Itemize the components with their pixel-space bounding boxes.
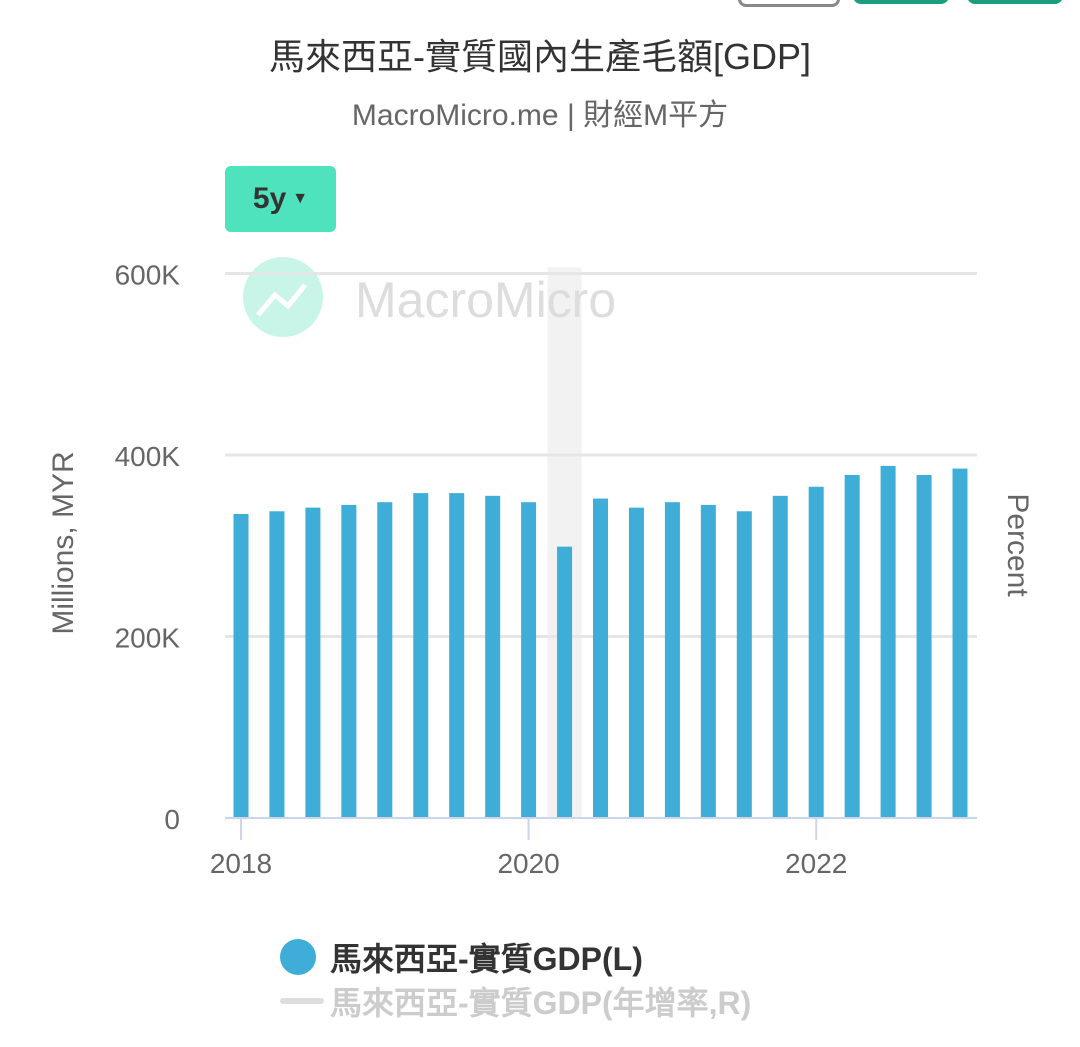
bar-chart: MacroMicro 0 200K 400K 600K 2018 2020 2022 Milli… bbox=[47, 257, 1034, 879]
bar-2022Q2 bbox=[844, 474, 860, 818]
x-tick-label: 2020 bbox=[497, 848, 559, 879]
bar-2020Q3 bbox=[593, 498, 608, 818]
caret-down-icon: ▼ bbox=[292, 190, 309, 207]
y-tick-label: 400K bbox=[115, 441, 181, 472]
y-tick-label: 0 bbox=[164, 804, 180, 835]
x-tick-label: 2022 bbox=[785, 848, 847, 879]
legend-dot-icon bbox=[280, 939, 316, 975]
bar-2019Q4 bbox=[485, 495, 501, 818]
bar-2019Q2 bbox=[413, 493, 429, 818]
bar-2018Q2 bbox=[269, 511, 285, 818]
bar-2022Q4 bbox=[916, 474, 932, 818]
bar-2018Q3 bbox=[305, 507, 321, 818]
bar-2021Q3 bbox=[736, 511, 752, 818]
bar-2021Q2 bbox=[700, 504, 716, 818]
legend-label: 馬來西亞-實質GDP(年增率,R) bbox=[330, 985, 752, 1021]
bar-2020Q4 bbox=[628, 507, 644, 818]
y-tick-label: 600K bbox=[115, 260, 181, 291]
top-button-outline[interactable] bbox=[738, 0, 840, 7]
bar-2019Q3 bbox=[449, 493, 465, 818]
bar-2023Q1 bbox=[952, 468, 968, 818]
watermark-text: MacroMicro bbox=[355, 272, 616, 328]
watermark-logo-line-icon bbox=[256, 283, 307, 317]
y-tick-label: 200K bbox=[115, 623, 181, 654]
range-label: 5y bbox=[252, 182, 287, 215]
legend: 馬來西亞-實質GDP(L) 馬來西亞-實質GDP(年增率,R) bbox=[280, 935, 751, 1023]
top-button-green[interactable] bbox=[853, 0, 949, 4]
bar-2021Q4 bbox=[772, 495, 788, 818]
bar-2020Q2 bbox=[557, 546, 573, 818]
bar-2019Q1 bbox=[377, 502, 393, 818]
bar-2020Q1 bbox=[521, 502, 537, 818]
legend-item-gdp-yoy[interactable]: 馬來西亞-實質GDP(年增率,R) bbox=[280, 979, 751, 1023]
watermark-logo-icon bbox=[243, 257, 323, 337]
bar-2022Q3 bbox=[880, 465, 896, 818]
bar-2018Q1 bbox=[233, 513, 249, 818]
chart-subtitle: MacroMicro.me | 財經M平方 bbox=[351, 99, 729, 132]
y2-axis-title: Percent bbox=[1001, 493, 1034, 597]
y-axis-title: Millions, MYR bbox=[47, 451, 80, 634]
x-tick-label: 2018 bbox=[210, 848, 272, 879]
top-button-green-2[interactable] bbox=[967, 0, 1063, 4]
bar-2018Q4 bbox=[341, 504, 357, 818]
range-selector-button[interactable]: 5y ▼ bbox=[225, 166, 336, 232]
legend-line-icon bbox=[280, 998, 324, 1004]
bar-2021Q1 bbox=[664, 502, 680, 818]
legend-label: 馬來西亞-實質GDP(L) bbox=[330, 941, 643, 977]
legend-item-gdp[interactable]: 馬來西亞-實質GDP(L) bbox=[280, 935, 751, 979]
chart-title: 馬來西亞-實質國內生產毛額[GDP] bbox=[268, 36, 811, 77]
bar-2022Q1 bbox=[808, 486, 824, 818]
